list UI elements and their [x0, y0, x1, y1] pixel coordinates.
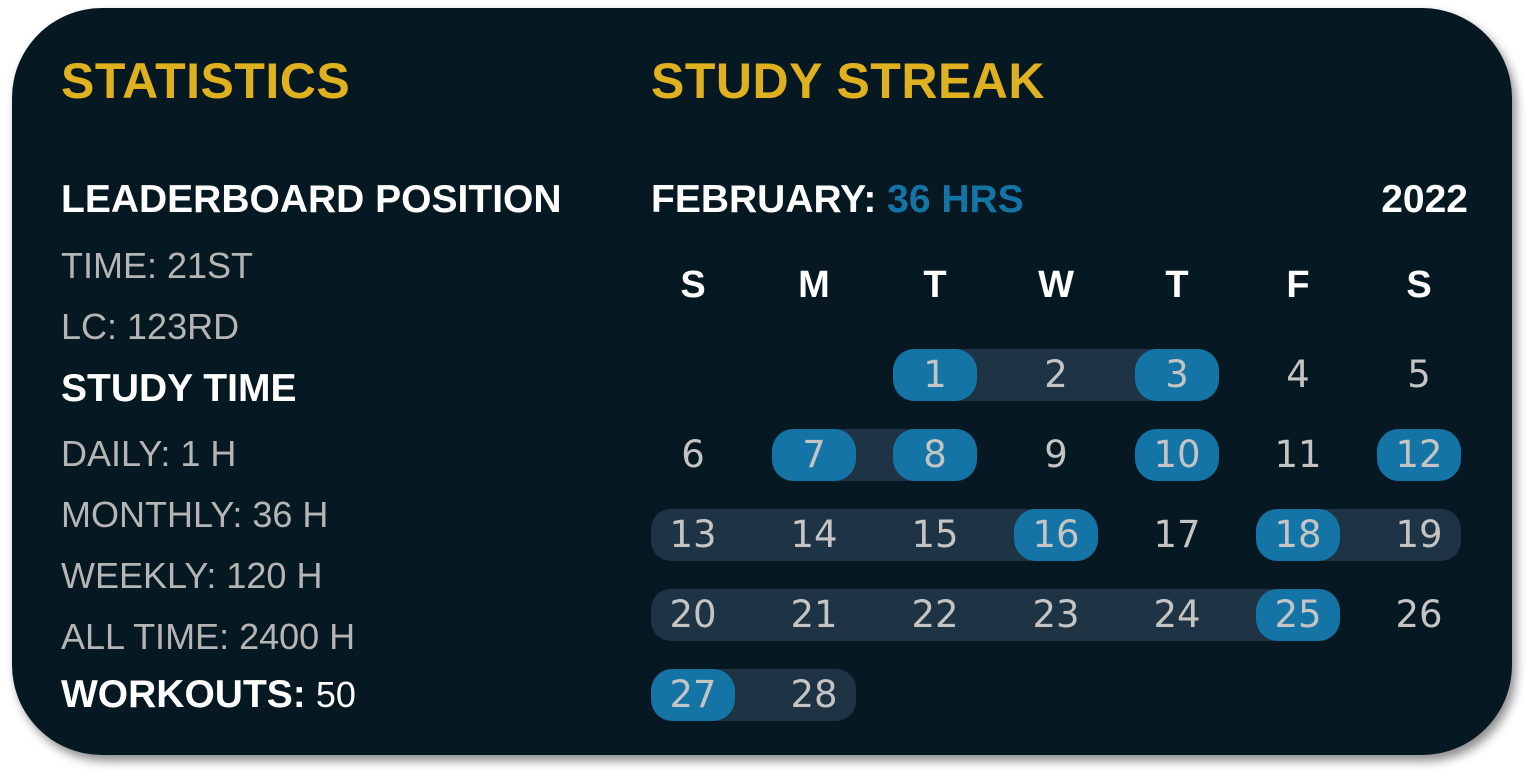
calendar-day[interactable]: 26	[1395, 593, 1443, 636]
weekday-header: F	[1286, 264, 1310, 306]
study-all-time: ALL TIME: 2400 H	[61, 616, 356, 657]
calendar-day[interactable]: 20	[669, 593, 717, 636]
streak-band	[651, 589, 1340, 641]
calendar-day[interactable]: 10	[1153, 433, 1201, 476]
calendar-day[interactable]: 23	[1032, 593, 1080, 636]
calendar-day[interactable]: 2	[1044, 353, 1068, 396]
workouts-label: WORKOUTS:	[61, 673, 306, 716]
studied-day-marker	[1135, 429, 1219, 481]
studied-day-marker	[893, 349, 977, 401]
study-streak-title: STUDY STREAK	[651, 53, 1046, 109]
calendar-day[interactable]: 5	[1407, 353, 1431, 396]
calendar-day[interactable]: 13	[669, 513, 717, 556]
study-daily: DAILY: 1 H	[61, 433, 237, 474]
statistics-title: STATISTICS	[61, 53, 351, 109]
calendar-day[interactable]: 3	[1165, 353, 1189, 396]
study-weekly: WEEKLY: 120 H	[61, 555, 323, 596]
calendar-day[interactable]: 24	[1153, 593, 1201, 636]
studied-day-marker	[1014, 509, 1098, 561]
calendar-day[interactable]: 14	[790, 513, 838, 556]
calendar-day[interactable]: 7	[802, 433, 826, 476]
weekday-header: T	[1165, 264, 1189, 306]
month-hours: 36 HRS	[887, 178, 1024, 221]
calendar-day[interactable]: 27	[669, 673, 717, 716]
year-label: 2022	[1381, 178, 1468, 221]
calendar-day[interactable]: 25	[1274, 593, 1322, 636]
studied-day-marker	[651, 669, 735, 721]
studied-day-marker	[1377, 429, 1461, 481]
calendar-day[interactable]: 1	[923, 353, 947, 396]
calendar-day[interactable]: 19	[1395, 513, 1443, 556]
studied-day-marker	[772, 429, 856, 481]
calendar-day[interactable]: 4	[1286, 353, 1310, 396]
calendar-day[interactable]: 22	[911, 593, 959, 636]
study-monthly: MONTHLY: 36 H	[61, 494, 329, 535]
calendar-day[interactable]: 6	[681, 433, 705, 476]
studied-day-marker	[1135, 349, 1219, 401]
month-label: FEBRUARY:	[651, 178, 888, 221]
calendar-day[interactable]: 11	[1274, 433, 1322, 476]
calendar-day[interactable]: 18	[1274, 513, 1322, 556]
weekday-header: S	[680, 264, 706, 306]
leaderboard-time: TIME: 21ST	[61, 245, 254, 286]
weekday-header: M	[798, 264, 830, 306]
calendar-day[interactable]: 8	[923, 433, 947, 476]
calendar-day[interactable]: 16	[1032, 513, 1080, 556]
workouts-value: 50	[305, 674, 356, 715]
leaderboard-lc: LC: 123RD	[61, 306, 240, 347]
workouts: WORKOUTS: 50	[61, 673, 356, 717]
calendar-day[interactable]: 28	[790, 673, 838, 716]
calendar-day[interactable]: 15	[911, 513, 959, 556]
weekday-header: S	[1406, 264, 1432, 306]
month-summary: FEBRUARY: 36 HRS	[651, 178, 1024, 222]
weekday-header: W	[1038, 264, 1074, 306]
studied-day-marker	[1256, 509, 1340, 561]
weekday-header: T	[923, 264, 947, 306]
calendar-day[interactable]: 21	[790, 593, 838, 636]
leaderboard-heading: LEADERBOARD POSITION	[61, 178, 562, 221]
calendar-day[interactable]: 12	[1395, 433, 1443, 476]
studied-day-marker	[893, 429, 977, 481]
calendar-day[interactable]: 9	[1044, 433, 1068, 476]
calendar-day[interactable]: 17	[1153, 513, 1201, 556]
study-time-heading: STUDY TIME	[61, 367, 297, 410]
studied-day-marker	[1256, 589, 1340, 641]
